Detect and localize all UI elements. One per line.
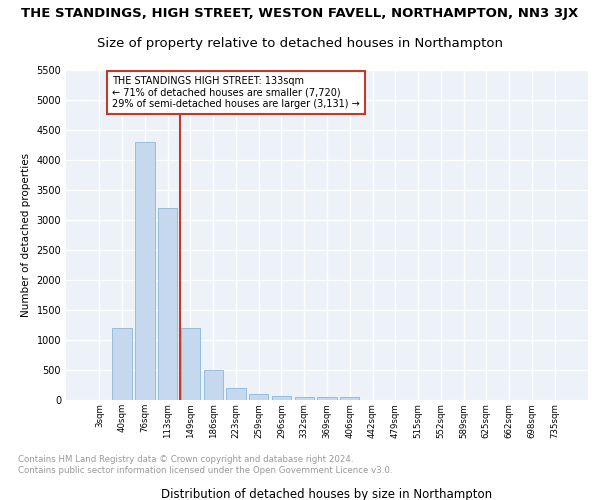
Bar (135, 142, 155, 400)
Text: Contains HM Land Registry data © Crown copyright and database right 2024.
Contai: Contains HM Land Registry data © Crown c… (18, 456, 392, 474)
Text: THE STANDINGS, HIGH STREET, WESTON FAVELL, NORTHAMPTON, NN3 3JX: THE STANDINGS, HIGH STREET, WESTON FAVEL… (22, 6, 578, 20)
Bar (317, 397, 337, 400)
Bar (340, 397, 359, 400)
X-axis label: Distribution of detached houses by size in Northampton: Distribution of detached houses by size … (161, 488, 493, 500)
Text: THE STANDINGS HIGH STREET: 133sqm
← 71% of detached houses are smaller (7,720)
2: THE STANDINGS HIGH STREET: 133sqm ← 71% … (112, 76, 359, 109)
Bar (295, 397, 314, 400)
Bar (249, 394, 268, 400)
Bar (181, 328, 200, 400)
Bar (158, 208, 178, 400)
Bar (112, 328, 132, 400)
Bar (226, 388, 245, 400)
Bar (203, 370, 223, 400)
Bar (272, 396, 291, 400)
Text: Size of property relative to detached houses in Northampton: Size of property relative to detached ho… (97, 36, 503, 50)
Y-axis label: Number of detached properties: Number of detached properties (21, 153, 31, 317)
